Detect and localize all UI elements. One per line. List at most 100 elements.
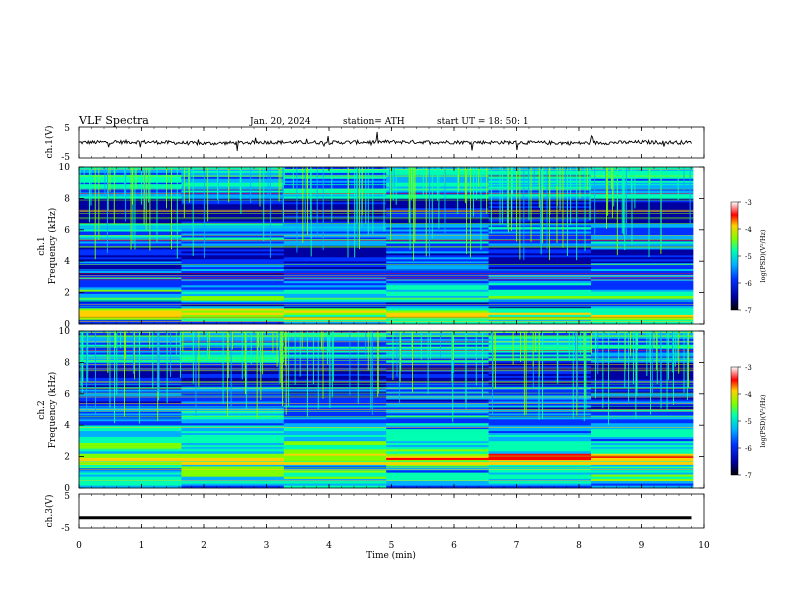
spectrogram-cell bbox=[79, 393, 182, 396]
spectrogram-cell bbox=[283, 447, 387, 450]
spectrogram-cell bbox=[79, 190, 182, 193]
spectrogram-cell bbox=[488, 296, 592, 299]
spectrogram-cell bbox=[79, 225, 182, 228]
spectrogram-cell bbox=[79, 319, 182, 322]
spectrogram-cell bbox=[590, 338, 694, 342]
spectrogram-cell bbox=[181, 375, 285, 379]
spectrogram-cell bbox=[590, 215, 694, 219]
spectrogram-cell bbox=[386, 370, 490, 373]
spectrogram-cell bbox=[181, 431, 285, 434]
spectrogram-cell bbox=[283, 427, 387, 430]
spectrogram-cell bbox=[590, 271, 694, 274]
spectrogram-cell bbox=[283, 417, 387, 420]
spectrogram-cell bbox=[79, 291, 182, 295]
spectrogram-cell bbox=[283, 314, 387, 318]
spectrogram-cell bbox=[590, 421, 694, 424]
spectrogram-cell bbox=[386, 391, 490, 394]
spectrogram-cell bbox=[181, 259, 285, 262]
spectrogram-cell bbox=[79, 411, 182, 414]
spectrogram-cell bbox=[181, 352, 285, 355]
spectrogram-cell bbox=[181, 366, 285, 369]
spectrogram-cell bbox=[79, 383, 182, 386]
spectrogram-cell bbox=[181, 411, 285, 414]
spectrogram-cell bbox=[283, 419, 387, 422]
spectrogram-cell bbox=[488, 403, 592, 406]
ch2-colorbar: -3 -4 -5 -6 -7 log(PSD)(V²/Hz) bbox=[730, 364, 767, 480]
spectrogram-cell bbox=[283, 478, 387, 482]
spectrogram-cell bbox=[386, 457, 490, 461]
spectrogram-cell bbox=[181, 470, 285, 473]
spectrogram-cell bbox=[488, 425, 592, 428]
time-tick-label: 8 bbox=[576, 541, 582, 551]
spectrogram-cell bbox=[79, 194, 182, 197]
spectrogram-cell bbox=[181, 272, 285, 276]
spectrogram-cell bbox=[181, 407, 285, 410]
spectrogram-cell bbox=[386, 202, 490, 205]
spectrogram-cell bbox=[283, 213, 387, 217]
spectrogram-cell bbox=[590, 464, 694, 467]
spectrogram-cell bbox=[283, 383, 387, 386]
spectrogram-cell bbox=[79, 395, 182, 398]
spectrogram-cell bbox=[488, 271, 592, 274]
spectrogram-cell bbox=[488, 413, 592, 416]
spectrogram-cell bbox=[79, 338, 182, 342]
spectrogram-cell bbox=[181, 364, 285, 367]
spectrogram-cell bbox=[79, 306, 182, 309]
spectrogram-cell bbox=[488, 180, 592, 183]
spectrogram-cell bbox=[590, 435, 694, 438]
ch3-voltage-panel: 5 -5 ch.3(V) bbox=[44, 492, 705, 534]
spectrogram-cell bbox=[79, 436, 182, 440]
spectrogram-cell bbox=[79, 304, 182, 307]
spectrogram-cell bbox=[283, 253, 387, 256]
ch1-spectrogram-image bbox=[79, 167, 704, 325]
spectrogram-cell bbox=[181, 211, 285, 215]
spectrogram-cell bbox=[386, 451, 490, 454]
spectrogram-cell bbox=[79, 429, 182, 432]
frequency-tick-label: 10 bbox=[59, 327, 71, 337]
spectrogram-cell bbox=[79, 352, 182, 355]
spectrogram-cell bbox=[181, 350, 285, 353]
spectrogram-cell bbox=[181, 293, 285, 297]
spectrogram-cell bbox=[386, 223, 490, 226]
spectrogram-cell bbox=[283, 293, 387, 297]
time-tick-label: 0 bbox=[76, 541, 82, 551]
spectrogram-cell bbox=[488, 276, 592, 280]
spectrogram-cell bbox=[181, 403, 285, 406]
spectrogram-cell bbox=[590, 168, 694, 172]
date-label: Jan. 20, 2024 bbox=[249, 117, 311, 127]
spectrogram-cell bbox=[590, 278, 694, 282]
ch1-frequency-ticks: 0 2 4 6 8 10 bbox=[59, 163, 704, 330]
spectrogram-cell bbox=[488, 278, 592, 282]
spectrogram-cell bbox=[283, 283, 387, 286]
spectrogram-cell bbox=[488, 401, 592, 404]
spectrogram-cell bbox=[590, 436, 694, 440]
spectrogram-cell bbox=[283, 296, 387, 299]
spectrogram-cell bbox=[79, 174, 182, 178]
spectrogram-cell bbox=[386, 436, 490, 440]
spectrogram-cell bbox=[488, 436, 592, 440]
spectrogram-cell bbox=[488, 202, 592, 205]
spectrogram-cell bbox=[590, 223, 694, 226]
spectrogram-cell bbox=[79, 399, 182, 402]
spectrogram-cell bbox=[386, 421, 490, 424]
colorbar-tick-label: -6 bbox=[745, 280, 752, 288]
spectrogram-cell bbox=[283, 168, 387, 172]
spectrogram-cell bbox=[181, 247, 285, 250]
spectrogram-cell bbox=[386, 211, 490, 215]
spectrogram-cell bbox=[488, 265, 592, 268]
spectrogram-cell bbox=[488, 314, 592, 318]
spectrogram-cell bbox=[488, 409, 592, 412]
spectrogram-cell bbox=[590, 196, 694, 199]
spectrogram-cell bbox=[386, 257, 490, 260]
spectrogram-cell bbox=[488, 447, 592, 450]
ch2-ylabel-channel: ch.2 bbox=[37, 400, 47, 419]
spectrogram-cell bbox=[181, 285, 285, 288]
spectrogram-cell bbox=[488, 170, 592, 174]
spectrogram-cell bbox=[181, 449, 285, 452]
spectrogram-cell bbox=[590, 310, 694, 313]
spectrogram-cell bbox=[488, 237, 592, 240]
spectrogram-cell bbox=[386, 206, 490, 209]
spectrogram-cell bbox=[386, 383, 490, 386]
spectrogram-cell bbox=[79, 321, 182, 325]
spectrogram-cell bbox=[488, 321, 592, 325]
